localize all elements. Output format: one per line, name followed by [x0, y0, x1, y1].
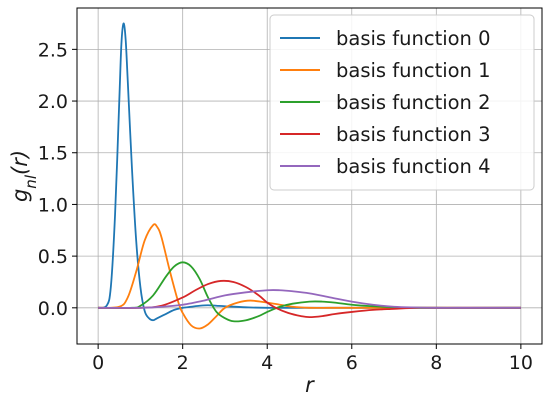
y-tick-label: 2.0 — [38, 91, 68, 113]
x-tick-label: 4 — [261, 352, 273, 374]
y-tick-label: 1.0 — [38, 194, 68, 216]
plot-area — [76, 7, 543, 345]
y-tick-label: 2.5 — [38, 39, 68, 61]
legend-label: basis function 1 — [336, 59, 491, 82]
x-tick-label: 8 — [430, 352, 442, 374]
series-lines — [97, 22, 521, 330]
series-line-1 — [98, 223, 521, 330]
legend-label: basis function 0 — [336, 27, 491, 50]
x-tick-label: 2 — [177, 352, 189, 374]
y-tick-label: 1.5 — [38, 143, 68, 165]
y-tick-label: 0.0 — [38, 298, 68, 320]
y-axis-label: gnl(r) — [8, 150, 40, 202]
x-tick-label: 0 — [92, 352, 104, 374]
series-line-0 — [97, 22, 521, 322]
series-line-2 — [98, 261, 521, 323]
x-tick-label: 10 — [509, 352, 533, 374]
x-axis-label: r — [305, 373, 315, 397]
legend-label: basis function 2 — [336, 91, 491, 114]
x-tick-label: 6 — [346, 352, 358, 374]
legend-box — [269, 14, 535, 191]
y-tick-label: 0.5 — [38, 246, 68, 268]
series-line-4 — [98, 289, 521, 309]
legend-label: basis function 4 — [336, 155, 491, 178]
legend-label: basis function 3 — [336, 123, 491, 146]
axis-ticks: 0 2 4 6 8 10 0.0 0.5 1.0 1.5 2.0 2.5 — [38, 39, 533, 374]
legend: basis function 0 basis function 1 basis fu… — [269, 14, 535, 191]
series-line-3 — [98, 279, 521, 319]
